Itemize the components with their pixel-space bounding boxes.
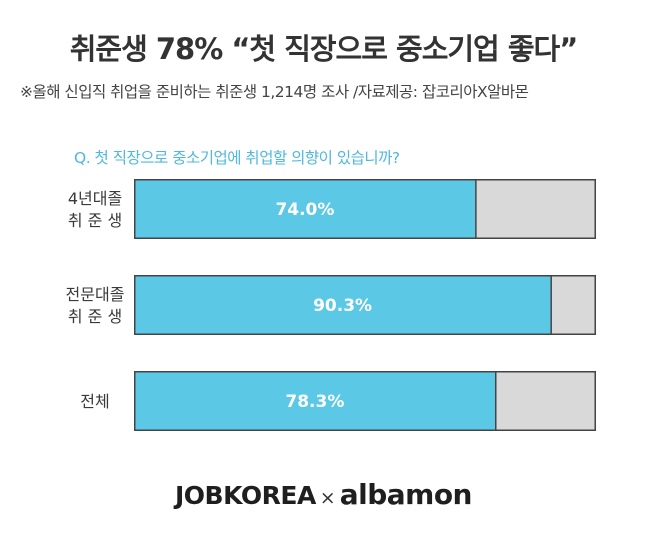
bar-outline — [134, 371, 596, 431]
bar-value — [134, 179, 476, 239]
footer-logos: JOBKOREA × albamon — [0, 478, 647, 511]
category-label: 전문대졸 — [66, 285, 125, 304]
albamon-logo: albamon — [339, 478, 473, 511]
chart-title: 취준생 78% “첫 직장으로 중소기업 좋다” — [69, 32, 579, 66]
category-label: 4년대졸 — [68, 189, 122, 208]
bar-outline — [134, 179, 596, 239]
separator-times: × — [319, 487, 336, 509]
survey-question: Q. 첫 직장으로 중소기업에 취업할 의향이 있습니까? — [74, 149, 400, 167]
bar-value — [134, 371, 496, 431]
category-label: 전체 — [80, 392, 109, 411]
chart-subtitle: ※올해 신입직 취업을 준비하는 취준생 1,214명 조사 /자료제공: 잡코… — [20, 83, 529, 101]
jobkorea-logo: JOBKOREA — [175, 481, 316, 510]
data-label: 74.0% — [275, 200, 334, 220]
data-label: 78.3% — [285, 392, 344, 412]
category-label: 취 준 생 — [68, 211, 122, 230]
category-label: 취 준 생 — [68, 307, 122, 326]
bar-value — [134, 275, 552, 335]
data-label: 90.3% — [313, 296, 372, 316]
bar-outline — [134, 275, 596, 335]
